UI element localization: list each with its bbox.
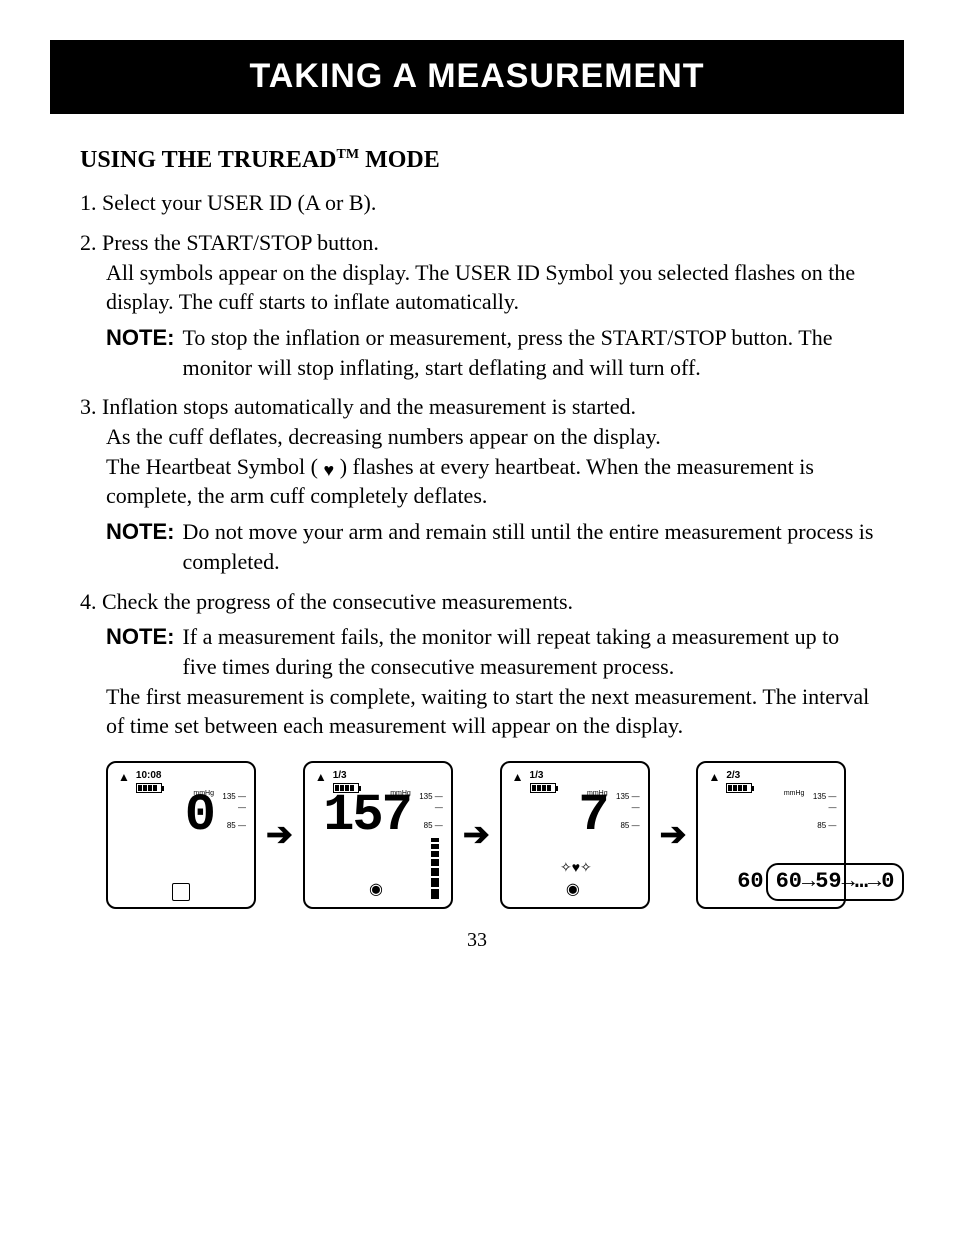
step-body: The Heartbeat Symbol ( ♥ ) flashes at ev… xyxy=(80,452,874,511)
text: The Heartbeat Symbol ( xyxy=(106,454,324,479)
step-body: As the cuff deflates, decreasing numbers… xyxy=(80,422,874,452)
step-text: Select your USER ID (A or B). xyxy=(102,190,376,215)
scale-135: 135 xyxy=(813,791,837,802)
display-screen-2: ▲ 1/3 mmHg 157 135 85 ◉ xyxy=(303,761,453,909)
scale-135: 135 xyxy=(419,791,443,802)
subheading-after: MODE xyxy=(359,147,440,173)
subheading: USING THE TRUREADTM MODE xyxy=(80,144,874,176)
scale-135: 135 xyxy=(616,791,640,802)
note: NOTE: To stop the inflation or measureme… xyxy=(80,323,874,382)
user-icon: ▲ xyxy=(708,769,720,785)
note-label: NOTE: xyxy=(106,517,182,576)
ok-icon: ◉ xyxy=(369,879,383,901)
user-icon: ▲ xyxy=(118,769,130,785)
note-text: To stop the inflation or measurement, pr… xyxy=(182,323,874,382)
progress-value: 2/3 xyxy=(726,769,752,783)
display-screen-1: ▲ 10:08 mmHg 0 135 85 xyxy=(106,761,256,909)
step-number: 4. xyxy=(80,587,97,617)
arrow-icon: ➔ xyxy=(266,813,293,856)
scale-85: 85 xyxy=(419,820,443,831)
note: NOTE: If a measurement fails, the monito… xyxy=(80,622,874,681)
arrow-icon: ➔ xyxy=(660,813,687,856)
heartbeat-icon: ♥ xyxy=(324,461,335,479)
step-1: 1. Select your USER ID (A or B). xyxy=(80,188,874,218)
page-title-bar: TAKING A MEASUREMENT xyxy=(50,40,904,114)
tm-mark: TM xyxy=(337,147,360,162)
step-text: Press the START/STOP button. xyxy=(102,230,379,255)
user-icon: ▲ xyxy=(512,769,524,785)
note: NOTE: Do not move your arm and remain st… xyxy=(80,517,874,576)
step-body: The first measurement is complete, waiti… xyxy=(80,682,874,741)
step-number: 1. xyxy=(80,188,97,218)
countdown-start: 60 xyxy=(737,867,763,897)
battery-icon xyxy=(333,783,359,793)
countdown-sequence: 60→59→…→0 xyxy=(766,863,905,901)
time-value: 10:08 xyxy=(136,769,162,783)
note-label: NOTE: xyxy=(106,323,182,382)
display-screen-3: ▲ 1/3 mmHg 7 135 85 ✧♥✧ ◉ xyxy=(500,761,650,909)
note-label: NOTE: xyxy=(106,622,182,681)
display-sequence: ▲ 10:08 mmHg 0 135 85 ➔ ▲ xyxy=(80,761,874,909)
user-icon: ▲ xyxy=(315,769,327,785)
pressure-bar xyxy=(431,838,439,899)
battery-icon xyxy=(726,783,752,793)
progress-value: 1/3 xyxy=(333,769,359,783)
step-3: 3. Inflation stops automatically and the… xyxy=(80,392,874,576)
battery-icon xyxy=(136,783,162,793)
indicator-box xyxy=(172,883,190,901)
content: USING THE TRUREADTM MODE 1. Select your … xyxy=(50,144,904,909)
step-text: Inflation stops automatically and the me… xyxy=(102,394,636,419)
ok-icon: ◉ xyxy=(566,879,580,901)
scale-85: 85 xyxy=(616,820,640,831)
step-text: Check the progress of the consecutive me… xyxy=(102,589,573,614)
note-text: If a measurement fails, the monitor will… xyxy=(182,622,874,681)
display-screen-4: ▲ 2/3 mmHg 135 85 60 60→59→…→0 xyxy=(696,761,846,909)
step-body: All symbols appear on the display. The U… xyxy=(80,258,874,317)
step-number: 2. xyxy=(80,228,97,258)
progress-value: 1/3 xyxy=(530,769,556,783)
step-4: 4. Check the progress of the consecutive… xyxy=(80,587,874,909)
note-text: Do not move your arm and remain still un… xyxy=(182,517,874,576)
arrow-icon: ➔ xyxy=(463,813,490,856)
step-number: 3. xyxy=(80,392,97,422)
scale-85: 85 xyxy=(222,820,246,831)
subheading-main: USING THE TRUREAD xyxy=(80,147,337,173)
heartbeat-flash-icon: ✧♥✧ xyxy=(560,858,592,877)
page-number: 33 xyxy=(50,927,904,954)
scale-85: 85 xyxy=(813,820,837,831)
step-2: 2. Press the START/STOP button. All symb… xyxy=(80,228,874,382)
battery-icon xyxy=(530,783,556,793)
scale-135: 135 xyxy=(222,791,246,802)
